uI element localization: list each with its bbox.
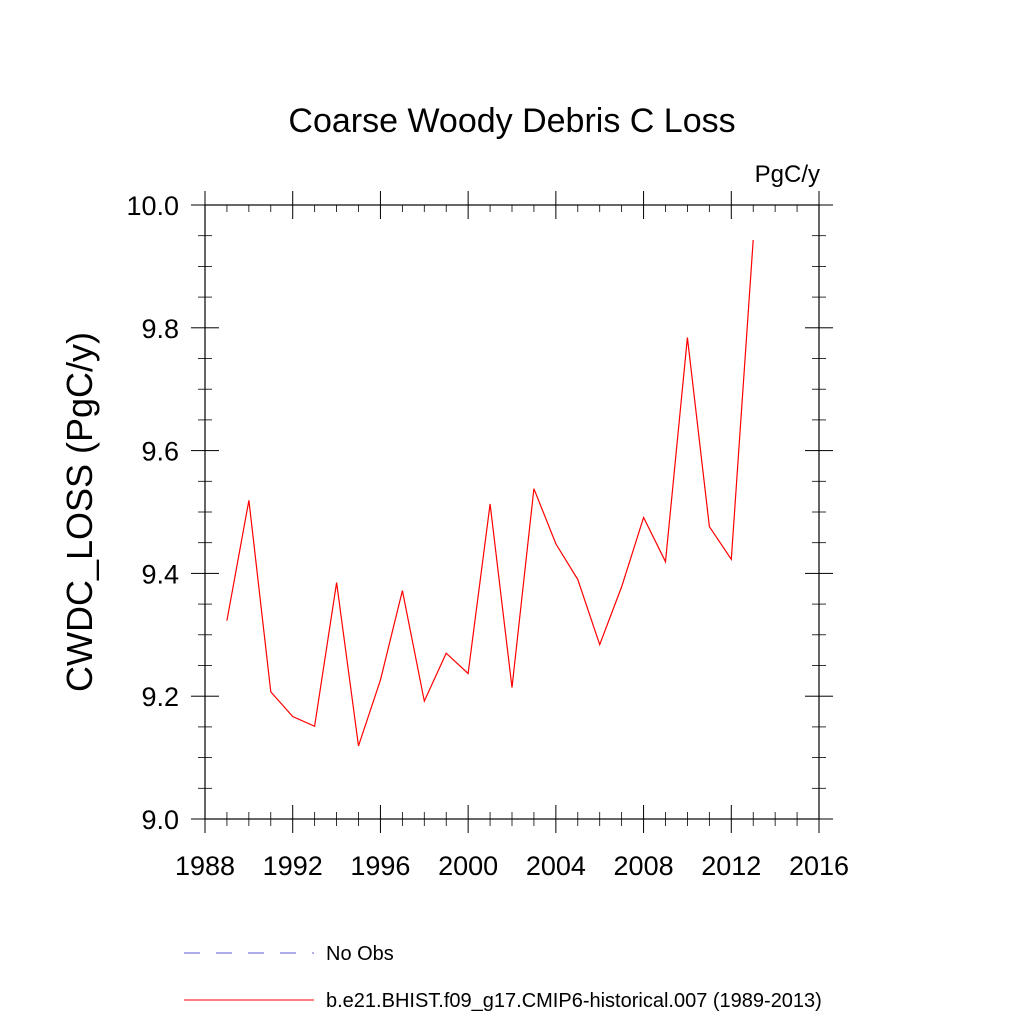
x-tick-label: 2004 (526, 851, 586, 881)
y-tick-label: 9.6 (141, 437, 179, 467)
x-tick-label: 2012 (701, 851, 761, 881)
x-tick-label: 2008 (614, 851, 674, 881)
x-tick-label: 2000 (438, 851, 498, 881)
series-layer (226, 239, 754, 747)
x-tick-label: 1992 (263, 851, 323, 881)
y-tick-label: 9.0 (141, 805, 179, 835)
x-tick-label: 1988 (175, 851, 235, 881)
x-axis: 1988 1992 1996 2000 2004 2008 2012 2016 (175, 191, 849, 881)
y-tick-label: 9.8 (141, 314, 179, 344)
plot-frame (204, 204, 820, 820)
y-axis-label: CWDC_LOSS (PgC/y) (59, 332, 100, 692)
chart-title: Coarse Woody Debris C Loss (288, 102, 735, 140)
x-tick-label: 2016 (789, 851, 849, 881)
x-tick-label: 1996 (350, 851, 410, 881)
units-label: PgC/y (755, 161, 820, 188)
legend-label: No Obs (326, 943, 394, 965)
minor-ticks (198, 205, 826, 826)
y-axis: 9.0 9.2 9.4 9.6 9.8 10.0 (126, 191, 833, 835)
legend-label: b.e21.BHIST.f09_g17.CMIP6-historical.007… (326, 990, 822, 1012)
y-tick-label: 9.2 (141, 682, 179, 712)
y-tick-label: 10.0 (126, 191, 179, 221)
legend: No Obs b.e21.BHIST.f09_g17.CMIP6-historic… (184, 943, 822, 1012)
series-line (226, 239, 754, 747)
y-tick-label: 9.4 (141, 559, 179, 589)
